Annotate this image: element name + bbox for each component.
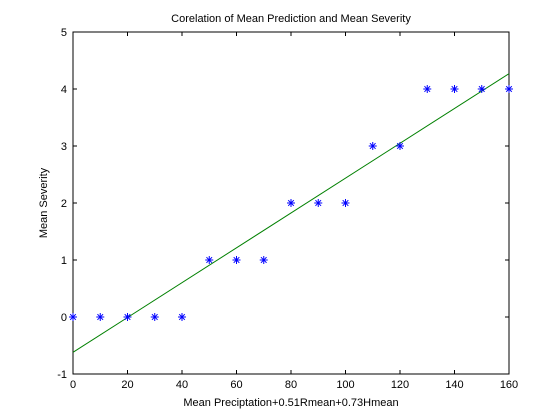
data-point [150,313,159,321]
data-point [205,256,214,264]
y-tick-label: 3 [61,141,67,153]
data-point [423,85,432,93]
data-point [96,313,105,321]
data-point [368,142,377,150]
data-point [178,313,186,321]
y-axis-label: Mean Severity [38,167,50,238]
data-point [69,313,77,321]
x-tick-label: 0 [70,379,76,391]
data-point [259,256,268,264]
y-tick-label: 0 [61,312,67,324]
x-tick-label: 100 [336,379,354,391]
y-tick-label: 2 [61,198,67,210]
data-point [287,199,295,207]
x-tick-label: 60 [230,379,242,391]
x-tick-label: 40 [176,379,188,391]
data-point [450,85,459,93]
data-point [123,313,132,321]
chart-title: Corelation of Mean Prediction and Mean S… [171,13,411,25]
data-point [341,199,350,207]
y-tick-label: 5 [61,27,67,39]
fit-line-layer [72,73,510,353]
data-point [396,142,404,150]
x-tick-label: 140 [445,379,463,391]
data-points [69,85,513,321]
y-tick-label: -1 [57,369,67,381]
data-point [232,256,241,264]
x-tick-label: 20 [121,379,133,391]
x-tick-label: 120 [391,379,409,391]
x-tick-label: 80 [285,379,297,391]
data-point [505,85,513,93]
data-point [477,85,486,93]
y-tick-label: 4 [61,84,67,96]
x-axis-label: Mean Preciptation+0.51Rmean+0.73Hmean [183,397,398,409]
data-point [314,199,323,207]
y-tick-label: 1 [61,255,67,267]
fit-line [72,73,510,353]
x-tick-label: 160 [500,379,518,391]
